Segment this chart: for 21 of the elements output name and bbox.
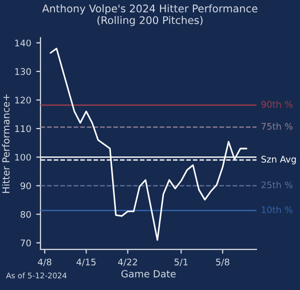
x-tick-label: 4/22: [118, 258, 137, 266]
y-tick-label: 130: [15, 68, 31, 75]
y-tick-label: 120: [15, 96, 31, 104]
x-tick-label: 4/8: [38, 258, 52, 266]
ref-line-label: 75th %: [262, 122, 293, 130]
ref-line-label: 90th %: [261, 100, 293, 108]
y-axis-title: Hitter Performance+: [2, 94, 10, 193]
x-tick-label: 4/15: [76, 258, 96, 266]
y-tick-label: 80: [20, 210, 31, 218]
x-tick-label: 5/1: [174, 258, 188, 266]
chart-title: Anthony Volpe's 2024 Hitter Performance (Rolling 200 Pitches): [42, 4, 258, 26]
y-tick-label: 70: [20, 240, 31, 246]
y-tick-label: 90: [20, 182, 31, 190]
x-axis-title: Game Date: [121, 270, 176, 278]
y-tick-label: 110: [15, 125, 31, 132]
y-tick-label: 140: [15, 40, 31, 46]
ref-line-label: 25th %: [261, 181, 293, 188]
x-tick-label: 5/8: [216, 258, 230, 266]
ref-line-label: 10th %: [262, 206, 293, 214]
ref-line-label: Szn Avg: [261, 156, 296, 164]
y-tick-label: 100: [15, 154, 31, 161]
